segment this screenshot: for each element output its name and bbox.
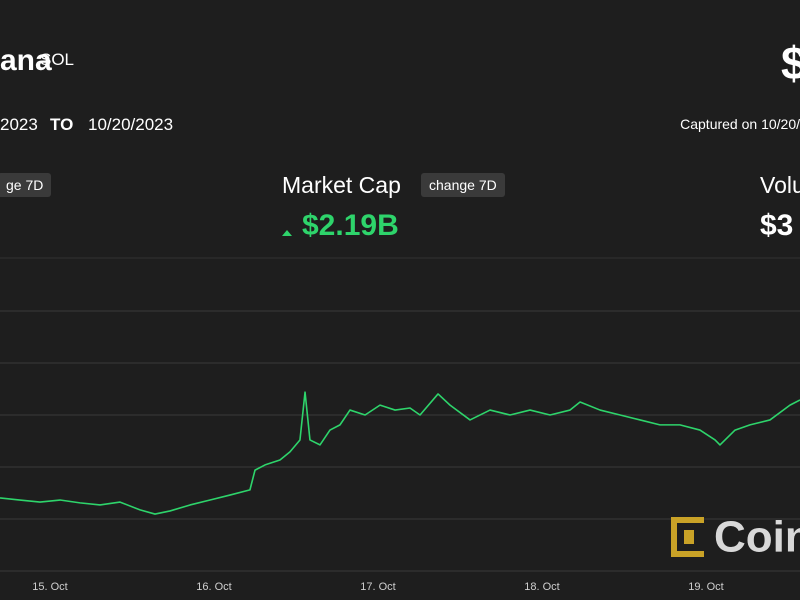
date-from: 2023 <box>0 115 38 134</box>
watermark-logo <box>671 517 704 557</box>
asset-symbol: SOL <box>40 50 75 69</box>
captured-date: Captured on 10/20/ <box>680 116 800 132</box>
x-tick-label: 18. Oct <box>524 581 559 593</box>
date-to-word: TO <box>50 115 74 134</box>
x-tick-label: 19. Oct <box>688 581 723 593</box>
change-badge[interactable]: change 7D <box>421 173 505 197</box>
watermark: Coin <box>714 513 800 562</box>
stat-label: Market Cap <box>282 172 401 198</box>
stat-label: Volu <box>760 172 800 198</box>
x-tick-label: 16. Oct <box>196 581 231 593</box>
x-tick-label: 15. Oct <box>32 581 67 593</box>
price: $ <box>781 37 800 89</box>
price-line <box>0 391 800 515</box>
change-badge[interactable]: ge 7D <box>0 173 52 197</box>
up-arrow <box>282 230 292 236</box>
stat-value: $2.19B <box>302 209 399 242</box>
x-tick-label: 17. Oct <box>360 581 395 593</box>
stat-value: $3 <box>760 209 794 242</box>
date-to: 10/20/2023 <box>88 115 174 134</box>
asset-name: ana <box>0 44 52 77</box>
